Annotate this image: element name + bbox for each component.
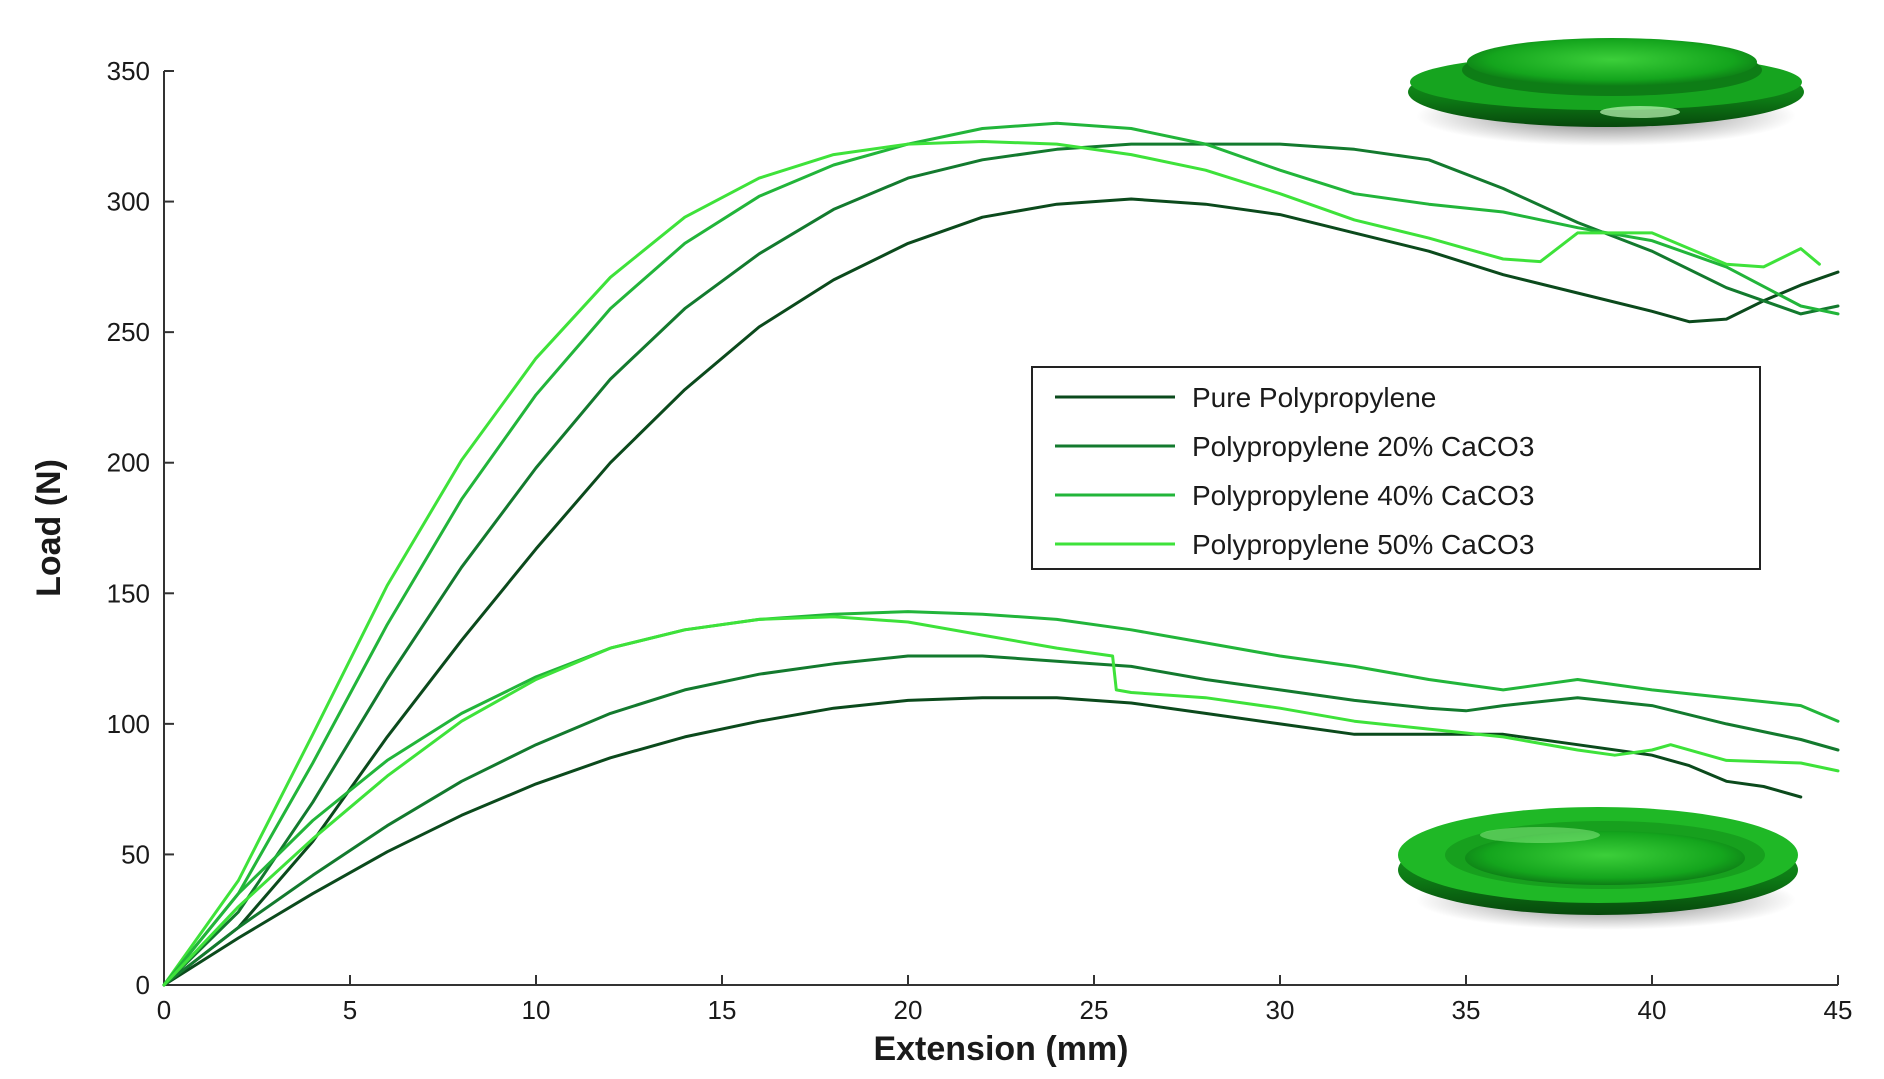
legend-box <box>1031 366 1761 570</box>
y-tick-label: 100 <box>107 709 150 739</box>
x-tick-label: 30 <box>1266 995 1295 1025</box>
x-ticks: 0 5 10 15 20 25 30 35 40 45 <box>157 975 1853 1025</box>
y-tick-label: 250 <box>107 317 150 347</box>
y-tick-label: 50 <box>121 839 150 869</box>
axes <box>163 71 1838 986</box>
series-line-upper-polypropylene-20-caco3 <box>162 142 1840 987</box>
x-tick-label: 0 <box>157 995 171 1025</box>
legend-label: Pure Polypropylene <box>1192 382 1436 413</box>
series-line-upper-pure-polypropylene <box>162 197 1840 987</box>
series-line-upper-polypropylene-40-caco3 <box>162 121 1840 987</box>
series-line-lower-polypropylene-40-caco3 <box>162 610 1840 987</box>
x-tick-label: 40 <box>1638 995 1667 1025</box>
series-line-lower-polypropylene-20-caco3 <box>162 654 1840 987</box>
x-tick-label: 15 <box>708 995 737 1025</box>
series-layer <box>162 121 1840 987</box>
plate-illustration-top <box>1408 38 1804 146</box>
x-tick-label: 20 <box>894 995 923 1025</box>
x-tick-label: 10 <box>522 995 551 1025</box>
x-tick-label: 45 <box>1824 995 1853 1025</box>
y-tick-label: 0 <box>136 970 150 1000</box>
y-tick-label: 300 <box>107 187 150 217</box>
x-tick-label: 5 <box>343 995 357 1025</box>
y-axis-title: Load (N) <box>30 459 68 597</box>
y-tick-label: 150 <box>107 578 150 608</box>
legend-label: Polypropylene 20% CaCO3 <box>1192 431 1534 462</box>
plate-illustration-bottom <box>1398 807 1798 930</box>
y-tick-label: 350 <box>107 56 150 86</box>
series-line-lower-polypropylene-50-caco3 <box>162 615 1840 987</box>
x-tick-label: 35 <box>1452 995 1481 1025</box>
legend: Pure Polypropylene Polypropylene 20% CaCO… <box>1031 366 1761 570</box>
x-tick-label: 25 <box>1080 995 1109 1025</box>
x-axis-title: Extension (mm) <box>873 1030 1128 1068</box>
y-ticks: 0 50 100 150 200 250 300 350 <box>107 56 174 1000</box>
y-tick-label: 200 <box>107 448 150 478</box>
legend-label: Polypropylene 40% CaCO3 <box>1192 480 1534 511</box>
series-line-lower-pure-polypropylene <box>162 696 1803 987</box>
legend-label: Polypropylene 50% CaCO3 <box>1192 529 1534 560</box>
series-line-upper-polypropylene-50-caco3 <box>162 140 1821 987</box>
